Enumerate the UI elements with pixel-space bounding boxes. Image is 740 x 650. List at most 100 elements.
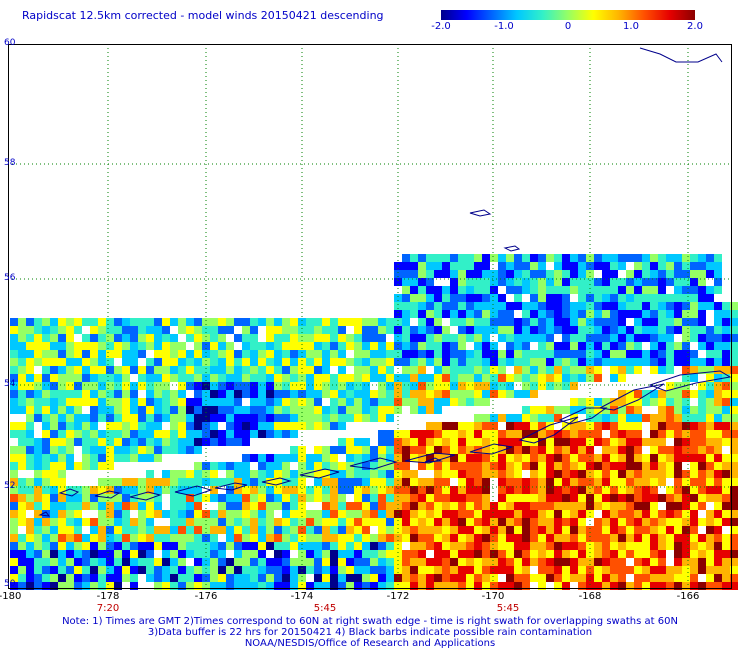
wind-cell	[450, 294, 458, 302]
wind-cell	[218, 406, 226, 414]
wind-cell	[650, 502, 658, 510]
wind-cell	[570, 550, 578, 558]
wind-cell	[450, 454, 458, 462]
wind-cell	[546, 310, 554, 318]
wind-cell	[570, 510, 578, 518]
wind-cell	[346, 558, 354, 566]
wind-cell	[722, 478, 730, 486]
wind-cell	[410, 254, 418, 262]
wind-cell	[578, 278, 586, 286]
wind-cell	[698, 390, 706, 398]
wind-cell	[538, 566, 546, 574]
wind-cell	[730, 534, 738, 542]
wind-cell	[26, 526, 34, 534]
wind-cell	[722, 534, 730, 542]
wind-cell	[706, 406, 714, 414]
wind-cell	[34, 374, 42, 382]
wind-cell	[114, 438, 122, 446]
wind-cell	[730, 526, 738, 534]
wind-cell	[282, 470, 290, 478]
wind-cell	[298, 406, 306, 414]
wind-cell	[698, 262, 706, 270]
wind-cell	[258, 542, 266, 550]
wind-cell	[138, 510, 146, 518]
wind-cell	[298, 414, 306, 422]
wind-cell	[386, 454, 394, 462]
wind-cell	[442, 302, 450, 310]
wind-cell	[130, 342, 138, 350]
wind-cell	[298, 326, 306, 334]
wind-cell	[674, 430, 682, 438]
wind-cell	[66, 374, 74, 382]
wind-cell	[706, 470, 714, 478]
wind-cell	[642, 390, 650, 398]
wind-cell	[698, 438, 706, 446]
wind-cell	[250, 526, 258, 534]
wind-cell	[546, 430, 554, 438]
wind-cell	[34, 534, 42, 542]
wind-cell	[570, 526, 578, 534]
wind-cell	[682, 446, 690, 454]
wind-cell	[354, 510, 362, 518]
wind-cell	[706, 398, 714, 406]
wind-cell	[266, 358, 274, 366]
wind-cell	[154, 398, 162, 406]
wind-cell	[642, 278, 650, 286]
wind-cell	[698, 286, 706, 294]
wind-cell	[130, 358, 138, 366]
wind-cell	[458, 478, 466, 486]
wind-cell	[426, 478, 434, 486]
wind-cell	[210, 574, 218, 582]
wind-cell	[714, 566, 722, 574]
wind-cell	[562, 270, 570, 278]
wind-cell	[178, 430, 186, 438]
wind-cell	[370, 326, 378, 334]
wind-cell	[290, 486, 298, 494]
lon-label: -172	[386, 591, 410, 602]
wind-cell	[562, 406, 570, 414]
wind-cell	[90, 326, 98, 334]
wind-cell	[538, 358, 546, 366]
wind-cell	[706, 510, 714, 518]
wind-cell	[162, 566, 170, 574]
wind-cell	[202, 518, 210, 526]
wind-cell	[330, 510, 338, 518]
wind-cell	[218, 518, 226, 526]
wind-cell	[362, 510, 370, 518]
wind-cell	[26, 446, 34, 454]
wind-cell	[178, 542, 186, 550]
wind-cell	[82, 430, 90, 438]
wind-cell	[602, 358, 610, 366]
wind-cell	[322, 566, 330, 574]
wind-cell	[114, 406, 122, 414]
wind-cell	[530, 502, 538, 510]
wind-cell	[578, 350, 586, 358]
wind-cell	[706, 390, 714, 398]
wind-cell	[626, 390, 634, 398]
wind-cell	[450, 542, 458, 550]
wind-cell	[562, 582, 570, 590]
wind-cell	[562, 366, 570, 374]
wind-cell	[50, 406, 58, 414]
wind-cell	[154, 334, 162, 342]
wind-cell	[506, 350, 514, 358]
wind-cell	[74, 582, 82, 590]
wind-cell	[234, 374, 242, 382]
wind-cell	[202, 430, 210, 438]
wind-cell	[170, 470, 178, 478]
wind-cell	[386, 470, 394, 478]
wind-cell	[586, 270, 594, 278]
wind-cell	[234, 478, 242, 486]
wind-cell	[66, 430, 74, 438]
wind-cell	[434, 542, 442, 550]
wind-cell	[466, 350, 474, 358]
wind-cell	[154, 494, 162, 502]
wind-cell	[666, 398, 674, 406]
wind-cell	[42, 390, 50, 398]
wind-cell	[258, 350, 266, 358]
wind-cell	[650, 534, 658, 542]
wind-cell	[642, 534, 650, 542]
wind-cell	[666, 518, 674, 526]
wind-cell	[378, 510, 386, 518]
wind-cell	[410, 558, 418, 566]
